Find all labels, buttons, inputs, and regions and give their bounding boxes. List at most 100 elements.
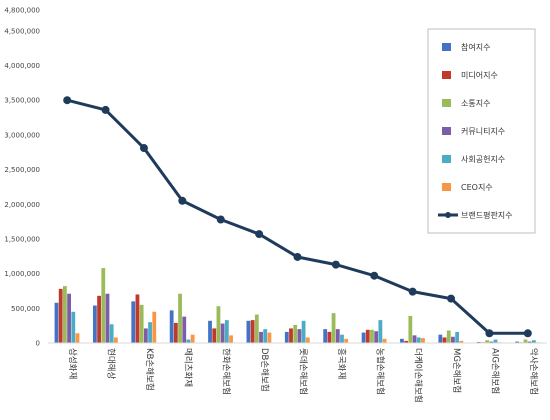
bar-3-4 (178, 293, 182, 343)
bar-6-10 (421, 338, 425, 343)
bar-2-1 (58, 288, 63, 343)
y-tick-label: 500,000 (11, 305, 40, 313)
bar-5-13 (532, 340, 536, 343)
bar-1-12 (476, 341, 481, 343)
bar-1-5 (208, 320, 212, 343)
bar-6-4 (190, 334, 195, 343)
line-point-7 (293, 252, 302, 261)
bar-3-5 (216, 306, 221, 343)
bar-2-4 (173, 322, 178, 343)
legend-label: 사회공헌지수 (461, 155, 505, 164)
y-tick-label: 4,500,000 (4, 27, 40, 35)
bar-6-3 (152, 311, 157, 343)
line-point-12 (485, 329, 494, 338)
bar-1-2 (92, 305, 97, 343)
y-tick-label: 4,800,000 (4, 7, 40, 15)
y-tick-label: 2,500,000 (4, 166, 40, 174)
bar-3-10 (408, 315, 413, 343)
bar-3-11 (446, 330, 451, 343)
y-tick-label: 2,000,000 (4, 201, 40, 209)
bar-4-7 (297, 329, 302, 344)
bar-5-8 (340, 334, 344, 343)
line-point-6 (255, 230, 264, 239)
bar-2-7 (289, 328, 293, 343)
bar-4-5 (220, 323, 225, 343)
x-axis: 삼성화재 현대해상 KB손해보험 메리츠화재 한화손해보험 DB손해보험 롯데손해보험 흥국화… (48, 342, 547, 403)
category-label: 흥국화재 (336, 348, 347, 379)
bar-3-2 (101, 268, 106, 343)
category-label: 악사손해보험 (528, 348, 539, 395)
bar-5-12 (493, 339, 498, 343)
bar-5-2 (109, 324, 114, 343)
bar-1-6 (246, 320, 251, 343)
bar-2-3 (135, 294, 140, 343)
bar-3-3 (139, 304, 144, 343)
bar-4-8 (335, 329, 340, 344)
legend-label: 미디어지수 (461, 70, 498, 80)
legend-label: 커뮤니티지수 (461, 126, 505, 136)
bar-3-7 (293, 324, 298, 343)
category-label: 현대해상 (106, 348, 117, 379)
line-point-9 (370, 271, 379, 280)
bar-3-13 (523, 339, 528, 343)
bar-3-8 (331, 313, 336, 343)
category-label: AIG손해보험 (489, 348, 499, 394)
legend-marker (445, 212, 451, 218)
line-point-8 (331, 260, 340, 269)
bar-4-12 (489, 341, 494, 343)
line-point-10 (408, 287, 417, 296)
category-label: 농협손해보험 (374, 348, 385, 395)
bar-5-6 (263, 329, 268, 344)
bar-3-12 (485, 340, 490, 343)
bar-3-6 (254, 314, 259, 343)
bar-5-3 (148, 322, 152, 343)
bar-5-9 (378, 320, 383, 343)
bar-1-3 (131, 301, 136, 344)
bar-4-11 (451, 336, 455, 343)
category-label: MG손해보험 (451, 348, 461, 393)
bar-2-5 (212, 328, 217, 343)
bar-6-1 (75, 333, 80, 343)
category-label: 롯데손해보험 (298, 348, 308, 395)
bar-6-5 (229, 335, 233, 343)
bar-6-9 (382, 338, 387, 343)
bar-1-8 (323, 329, 328, 344)
bar-6-11 (459, 340, 464, 343)
bar-1-13 (515, 341, 520, 343)
legend-label: 소통지수 (461, 99, 490, 108)
legend-swatch (442, 155, 451, 163)
bar-5-5 (224, 320, 229, 343)
bar-5-10 (416, 337, 421, 343)
y-tick-label: 3,500,000 (4, 97, 40, 105)
line-point-2 (101, 105, 110, 114)
line-point-1 (63, 96, 72, 105)
y-tick-label: 0 (36, 340, 40, 348)
bar-1-4 (169, 310, 174, 343)
bar-2-11 (442, 337, 447, 343)
bar-4-1 (67, 293, 71, 343)
bar-1-10 (400, 338, 404, 343)
line-series (63, 96, 532, 338)
bar-4-9 (374, 331, 379, 343)
bar-2-10 (404, 340, 409, 343)
bar-6-8 (344, 338, 349, 343)
category-label: DB손해보험 (259, 348, 269, 392)
bar-1-11 (438, 334, 443, 343)
bar-6-2 (113, 337, 118, 343)
category-label: 더케이손해보험 (413, 348, 424, 403)
bar-4-2 (105, 293, 110, 343)
bar-5-4 (186, 339, 191, 343)
bar-1-7 (284, 331, 289, 343)
bar-2-9 (365, 329, 370, 343)
y-axis: 0 500,000 1,000,000 1,500,000 2,000,000 2,500… (4, 7, 40, 348)
y-tick-label: 4,000,000 (4, 62, 40, 70)
line-point-5 (216, 215, 225, 224)
bar-1-9 (361, 332, 366, 343)
bar-2-8 (327, 331, 332, 343)
bar-4-13 (527, 341, 532, 343)
line-point-3 (139, 144, 148, 153)
bar-series (54, 268, 541, 344)
category-label: KB손해보험 (144, 348, 154, 391)
bar-6-6 (267, 332, 272, 343)
